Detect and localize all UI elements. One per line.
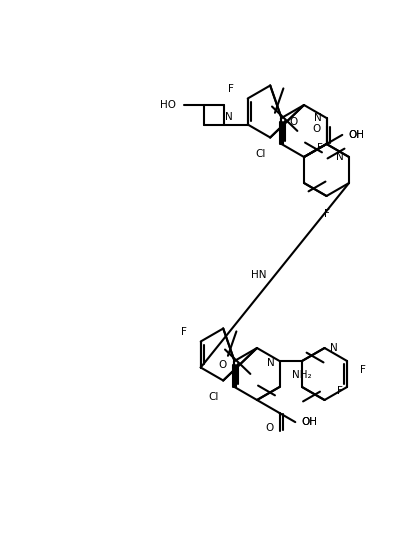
Text: F: F xyxy=(360,365,366,375)
Text: N: N xyxy=(314,113,322,123)
Text: Cl: Cl xyxy=(255,150,266,159)
Text: OH: OH xyxy=(348,130,364,140)
Text: N: N xyxy=(330,343,337,353)
Text: Cl: Cl xyxy=(208,392,219,402)
Text: O: O xyxy=(290,117,298,127)
Text: F: F xyxy=(337,386,343,396)
Text: HN: HN xyxy=(251,270,267,280)
Text: O: O xyxy=(218,360,226,370)
Text: F: F xyxy=(228,84,234,94)
Text: OH: OH xyxy=(348,130,364,140)
Text: O: O xyxy=(265,423,273,433)
Text: OH: OH xyxy=(301,417,317,427)
Text: F: F xyxy=(317,143,323,153)
Text: OH: OH xyxy=(301,417,317,427)
Text: NH₂: NH₂ xyxy=(292,370,312,380)
Text: O: O xyxy=(312,124,321,134)
Text: F: F xyxy=(181,327,187,337)
Text: N: N xyxy=(336,152,344,162)
Text: HO: HO xyxy=(160,100,175,110)
Text: F: F xyxy=(324,209,329,219)
Text: N: N xyxy=(267,358,275,368)
Text: N: N xyxy=(226,111,233,122)
